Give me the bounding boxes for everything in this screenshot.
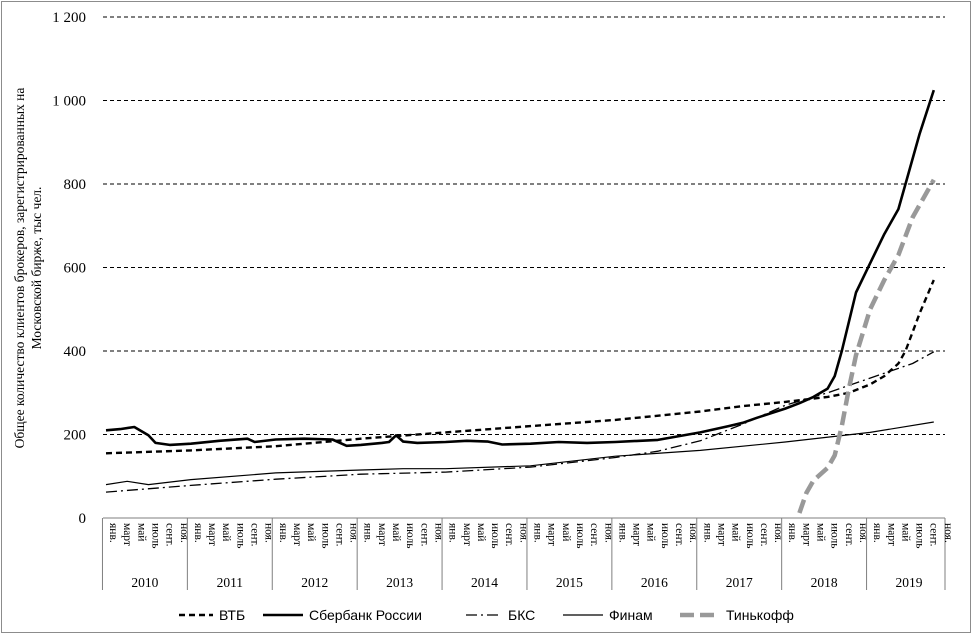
month-label: март: [631, 523, 643, 546]
month-label: март: [206, 523, 218, 546]
series-line: [797, 178, 936, 514]
x-axis: 2010 2011 2012 2013 2014 2015 2016 2017 2018 2019…: [101, 517, 954, 590]
month-label: янв.: [616, 523, 628, 543]
month-label: март: [376, 523, 388, 546]
month-label: июль: [829, 523, 841, 548]
month-label: ноя.: [178, 523, 190, 543]
month-label: март: [546, 523, 558, 546]
month-label: ноя.: [263, 523, 275, 543]
series-line: [105, 421, 934, 486]
y-tick-label: 0: [79, 511, 87, 527]
month-label: сент.: [843, 523, 855, 547]
month-label: май: [305, 523, 317, 541]
month-label: янв.: [362, 523, 374, 543]
month-label: март: [800, 523, 812, 546]
month-label: сент.: [673, 523, 685, 547]
gridlines: [103, 16, 945, 435]
year-label: 2019: [896, 575, 923, 590]
legend-label: Сбербанк России: [309, 607, 422, 623]
month-label: сент.: [758, 523, 770, 547]
month-label: сент.: [333, 523, 345, 547]
month-label: май: [560, 523, 572, 541]
y-tick-label: 1 000: [52, 94, 86, 110]
month-label: июль: [149, 523, 161, 548]
month-label: март: [461, 523, 473, 546]
y-axis-label: Общее количество клиентов брокеров, заре…: [12, 88, 27, 449]
y-axis-ticks: 0 200 400 600 800 1 000 1 200: [52, 10, 86, 527]
month-label: март: [121, 523, 133, 546]
month-label: сент.: [418, 523, 430, 547]
month-label: май: [220, 523, 232, 541]
month-label: янв.: [277, 523, 289, 543]
month-label: июль: [744, 523, 756, 548]
month-label: март: [291, 523, 303, 546]
legend: ВТБ Сбербанк России БКС Финам Тинькофф: [179, 607, 794, 623]
series-line: [105, 351, 935, 493]
month-label: ноя.: [942, 523, 954, 543]
series-line: [105, 279, 935, 455]
year-label: 2013: [386, 575, 413, 590]
year-label: 2012: [301, 575, 328, 590]
month-label: ноя.: [432, 523, 444, 543]
y-tick-label: 200: [64, 428, 87, 444]
year-label: 2018: [811, 575, 838, 590]
legend-label: Финам: [609, 607, 653, 623]
month-label: май: [899, 523, 911, 541]
month-label: сент.: [249, 523, 261, 547]
series-line: [105, 89, 936, 448]
month-label: сент.: [928, 523, 940, 547]
month-label: март: [885, 523, 897, 546]
month-label: май: [475, 523, 487, 541]
month-label: сент.: [503, 523, 515, 547]
month-label: янв.: [786, 523, 798, 543]
month-label: янв.: [871, 523, 883, 543]
legend-label: ВТБ: [219, 607, 245, 623]
month-label: май: [390, 523, 402, 541]
month-label: янв.: [701, 523, 713, 543]
y-tick-label: 600: [64, 261, 87, 277]
y-tick-label: 800: [64, 177, 87, 193]
year-label: 2015: [556, 575, 583, 590]
y-tick-label: 1 200: [52, 10, 86, 26]
month-label: июль: [319, 523, 331, 548]
month-label: июль: [659, 523, 671, 548]
legend-label: Тинькофф: [726, 607, 794, 623]
month-label: июль: [489, 523, 501, 548]
year-label: 2011: [217, 575, 244, 590]
year-label: 2017: [726, 575, 753, 590]
month-label: июль: [574, 523, 586, 548]
month-label: янв.: [447, 523, 459, 543]
year-label: 2016: [641, 575, 668, 590]
month-label: сент.: [164, 523, 176, 547]
month-label: июль: [914, 523, 926, 548]
y-tick-label: 400: [64, 344, 87, 360]
month-label: сент.: [588, 523, 600, 547]
month-label: ноя.: [348, 523, 360, 543]
series-lines: [105, 89, 936, 514]
month-label: ноя.: [772, 523, 784, 543]
month-label: янв.: [192, 523, 204, 543]
y-axis-label-line-2: Московской бирже, тыс чел.: [29, 187, 44, 350]
year-label: 2010: [131, 575, 158, 590]
month-label: янв.: [107, 523, 119, 543]
month-label: ноя.: [857, 523, 869, 543]
month-label: июль: [404, 523, 416, 548]
month-label: май: [645, 523, 657, 541]
month-label: май: [135, 523, 147, 541]
month-label: май: [815, 523, 827, 541]
month-label: ноя.: [602, 523, 614, 543]
month-label: июль: [234, 523, 246, 548]
month-label: май: [730, 523, 742, 541]
year-label: 2014: [471, 575, 498, 590]
legend-label: БКС: [508, 607, 535, 623]
month-label: март: [715, 523, 727, 546]
month-label: ноя.: [687, 523, 699, 543]
month-label: ноя.: [517, 523, 529, 543]
month-label: янв.: [532, 523, 544, 543]
